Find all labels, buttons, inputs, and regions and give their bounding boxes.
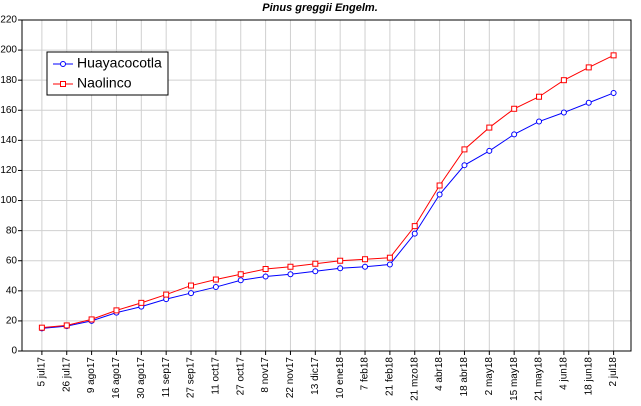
y-tick-label: 80 [6, 225, 18, 236]
y-tick-label: 200 [0, 45, 17, 56]
x-tick-label: 5 jul17 [37, 357, 48, 387]
marker [337, 265, 344, 272]
x-tick-label: 10 ene18 [335, 357, 346, 399]
plot-frame [21, 19, 632, 352]
marker [411, 223, 418, 230]
marker [88, 316, 95, 323]
marker [212, 276, 219, 283]
marker [188, 282, 195, 289]
marker [237, 277, 244, 284]
y-tick-label: 140 [0, 135, 17, 146]
x-tick-label: 30 ago17 [136, 357, 147, 399]
x-tick-label: 8 nov17 [260, 357, 271, 393]
marker [610, 89, 617, 96]
x-tick-label: 2 may18 [484, 357, 495, 396]
x-tick-label: 18 abr18 [459, 357, 470, 397]
marker [461, 162, 468, 169]
x-tick-label: 22 nov17 [285, 357, 296, 399]
x-tick-label: 11 sep17 [161, 357, 172, 398]
y-tick-label: 40 [6, 285, 18, 296]
marker [486, 147, 493, 154]
marker [560, 77, 567, 84]
marker [386, 261, 393, 268]
marker [560, 109, 567, 116]
marker [436, 182, 443, 189]
x-tick-label: 11 oct17 [211, 357, 222, 395]
marker [362, 263, 369, 270]
marker [610, 52, 617, 59]
marker [536, 93, 543, 100]
marker [511, 105, 518, 112]
marker [436, 191, 443, 198]
y-tick-label: 160 [0, 105, 17, 116]
marker [113, 307, 120, 314]
marker [63, 322, 70, 329]
marker [163, 291, 170, 298]
marker [237, 271, 244, 278]
marker [585, 99, 592, 106]
x-tick-label: 15 may18 [509, 357, 520, 401]
x-tick-label: 4 jun18 [559, 357, 570, 390]
marker [411, 230, 418, 237]
series-line [41, 92, 614, 329]
x-tick-label: 4 abr18 [434, 357, 445, 391]
marker [486, 124, 493, 131]
y-tick-label: 120 [0, 165, 17, 176]
x-tick-label: 21 mzo18 [409, 357, 420, 401]
marker [188, 290, 195, 297]
marker [60, 81, 66, 87]
marker [386, 254, 393, 261]
marker [287, 271, 294, 278]
marker [262, 266, 269, 273]
legend-label: Huayacocotla [77, 55, 162, 71]
x-tick-label: 21 may18 [534, 357, 545, 401]
y-tick-label: 20 [6, 316, 18, 327]
legend-box [46, 51, 169, 96]
marker [536, 118, 543, 125]
marker [362, 256, 369, 263]
marker [585, 64, 592, 71]
x-tick-label: 2 jul18 [608, 357, 619, 387]
x-tick-label: 16 ago17 [111, 357, 122, 399]
series-line [41, 54, 614, 329]
x-tick-label: 18 jun18 [583, 357, 594, 396]
legend-label: Naolinco [77, 75, 132, 91]
x-tick-label: 26 jul17 [61, 357, 72, 392]
marker [262, 273, 269, 280]
marker [212, 284, 219, 291]
marker [138, 299, 145, 306]
y-tick-label: 100 [0, 195, 17, 206]
y-tick-label: 0 [11, 346, 17, 357]
y-tick-label: 60 [6, 255, 18, 266]
x-tick-label: 7 feb18 [360, 357, 371, 391]
x-tick-label: 27 oct17 [235, 357, 246, 396]
y-tick-label: 220 [0, 15, 17, 26]
x-tick-label: 27 sep17 [186, 357, 197, 399]
x-tick-label: 13 dic17 [310, 357, 321, 395]
marker [337, 257, 344, 264]
marker [312, 260, 319, 267]
y-tick-label: 180 [0, 75, 17, 86]
marker [461, 146, 468, 153]
marker [511, 131, 518, 138]
marker [38, 324, 45, 331]
marker [60, 61, 66, 67]
legend: Huayacocotla Naolinco [46, 51, 169, 96]
chart-title: Pinus greggii Engelm. [262, 2, 378, 14]
x-tick-label: 9 ago17 [86, 357, 97, 394]
marker [287, 263, 294, 270]
marker [312, 268, 319, 275]
x-tick-label: 21 feb18 [385, 357, 396, 396]
